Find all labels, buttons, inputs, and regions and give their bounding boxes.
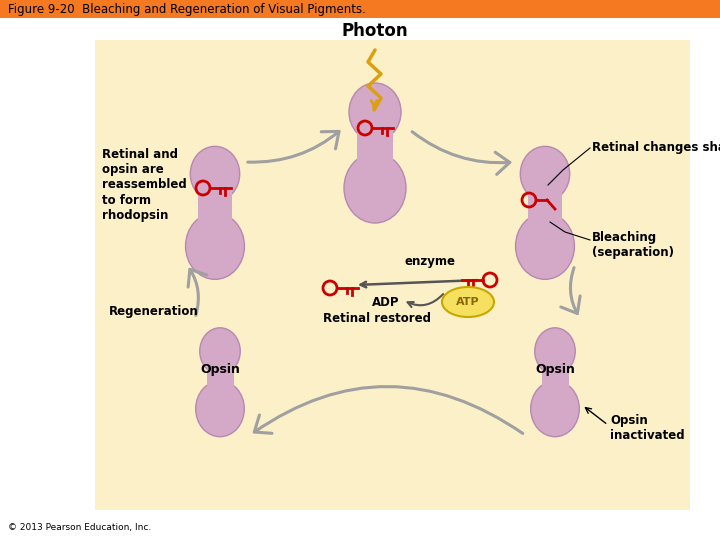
Ellipse shape	[442, 287, 494, 317]
Ellipse shape	[516, 213, 575, 279]
Ellipse shape	[199, 328, 240, 375]
Text: Opsin
inactivated: Opsin inactivated	[610, 414, 685, 442]
Ellipse shape	[349, 83, 401, 141]
Text: Retinal changes shape: Retinal changes shape	[592, 141, 720, 154]
Text: Retinal and
opsin are
reassembled
to form
rhodopsin: Retinal and opsin are reassembled to for…	[102, 148, 186, 221]
Text: © 2013 Pearson Education, Inc.: © 2013 Pearson Education, Inc.	[8, 523, 151, 532]
Text: Opsin: Opsin	[200, 363, 240, 376]
Bar	[357, 122, 393, 162]
Text: ATP: ATP	[456, 297, 480, 307]
Text: Bleaching
(separation): Bleaching (separation)	[592, 231, 674, 259]
Ellipse shape	[190, 146, 240, 201]
Text: Figure 9-20  Bleaching and Regeneration of Visual Pigments.: Figure 9-20 Bleaching and Regeneration o…	[8, 3, 366, 16]
Bar	[528, 184, 562, 221]
Ellipse shape	[521, 146, 570, 201]
Ellipse shape	[186, 213, 245, 279]
Ellipse shape	[344, 153, 406, 223]
Text: Photon: Photon	[342, 22, 408, 40]
Text: Opsin: Opsin	[535, 363, 575, 376]
Text: Retinal restored: Retinal restored	[323, 312, 431, 325]
Text: enzyme: enzyme	[405, 255, 456, 268]
Bar	[95, 40, 690, 510]
Bar	[541, 359, 569, 389]
Bar	[0, 0, 720, 18]
Bar	[207, 359, 233, 389]
Bar	[198, 184, 232, 221]
Text: Regeneration: Regeneration	[109, 306, 199, 319]
Ellipse shape	[196, 381, 244, 437]
Ellipse shape	[535, 328, 575, 375]
Text: ADP: ADP	[372, 296, 400, 309]
Ellipse shape	[531, 381, 580, 437]
